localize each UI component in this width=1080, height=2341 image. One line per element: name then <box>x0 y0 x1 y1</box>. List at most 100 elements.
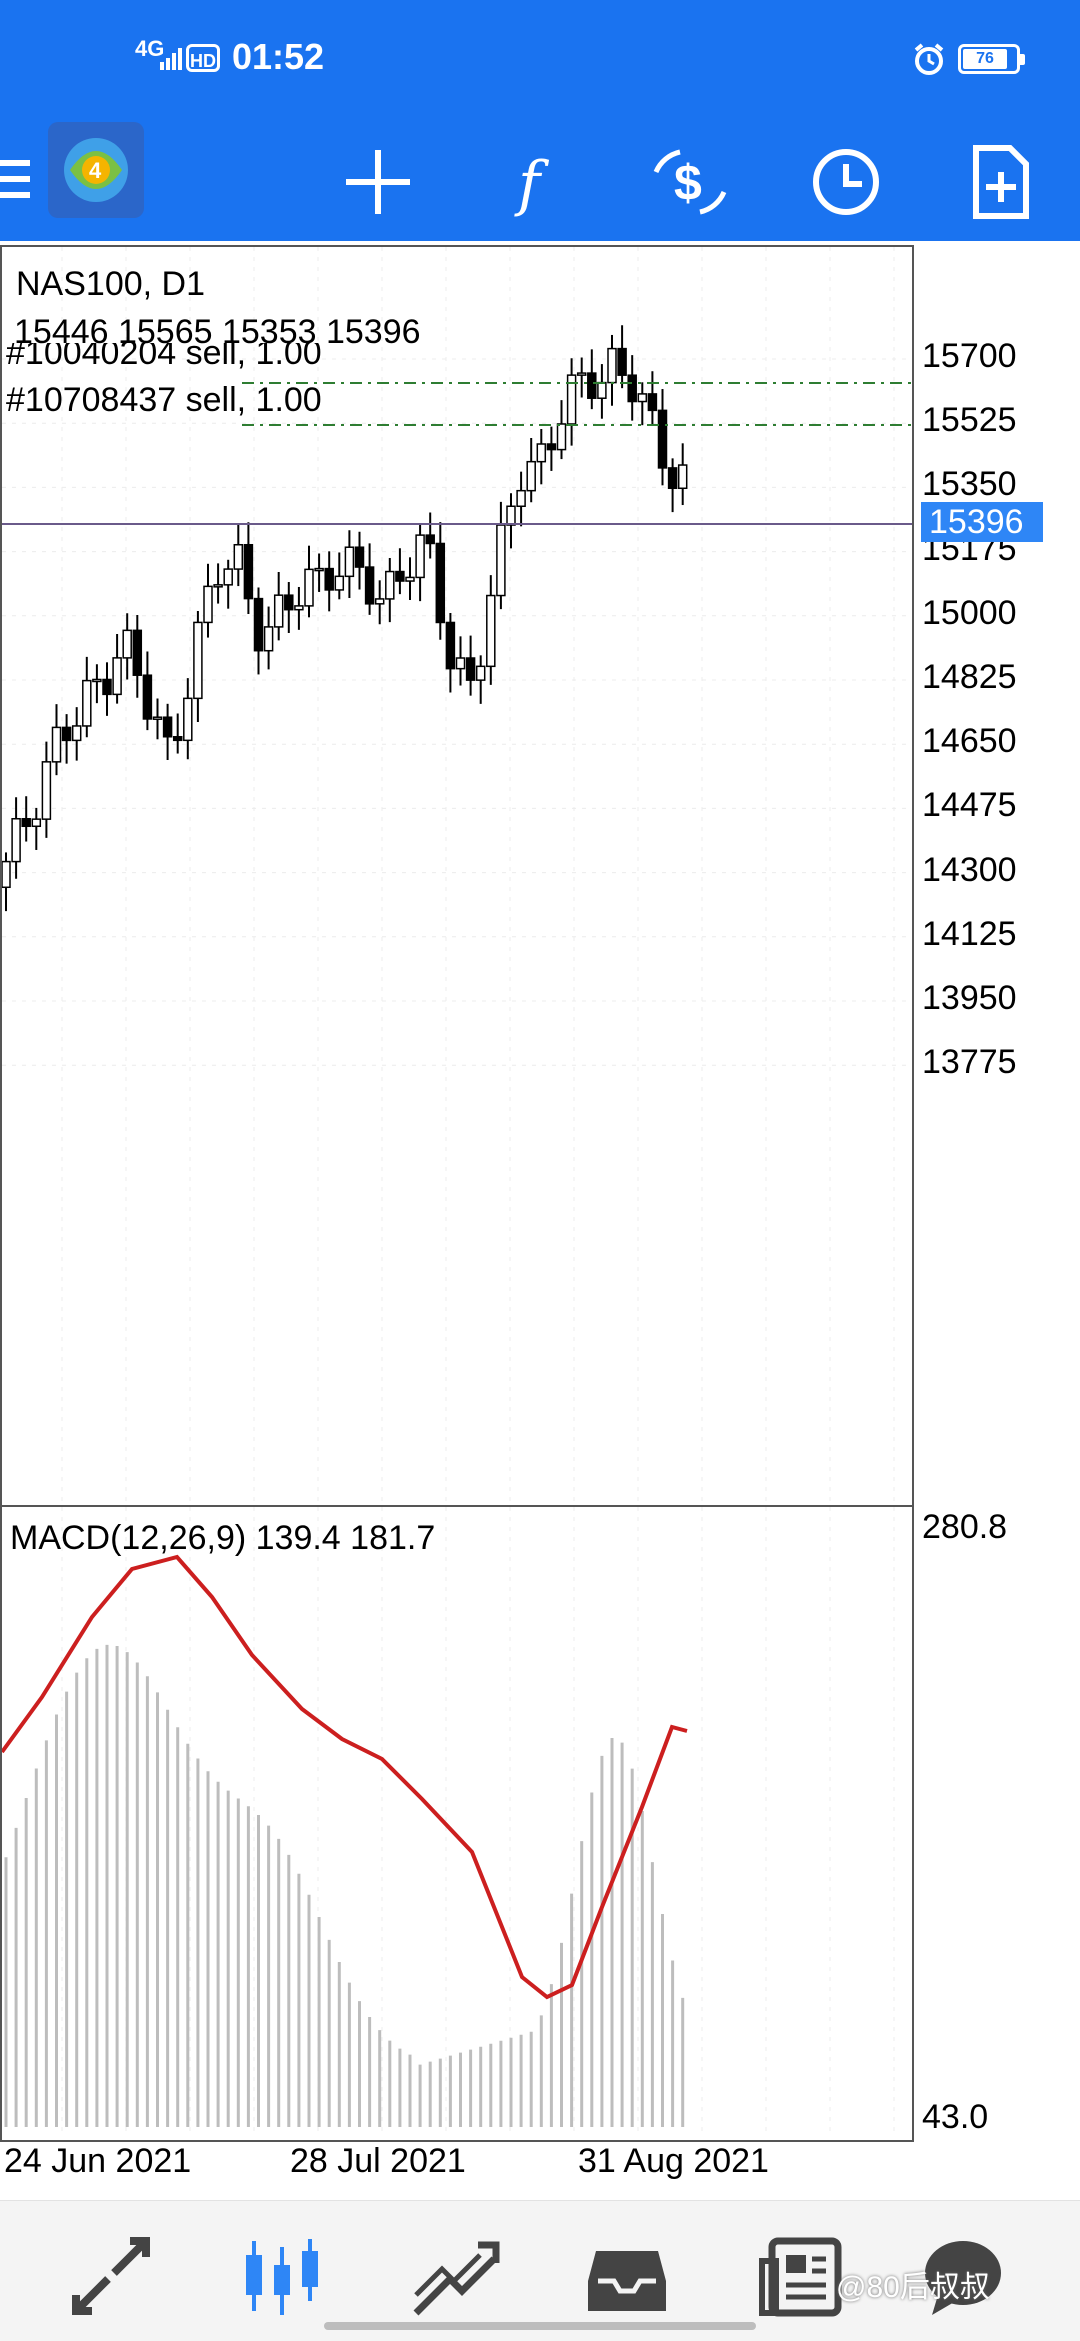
network-indicator: 4G <box>135 36 165 61</box>
new-order-icon[interactable] <box>960 142 1040 222</box>
bull-candle <box>112 657 122 696</box>
trade-icon[interactable] <box>410 2231 500 2321</box>
chat-icon[interactable] <box>918 2231 1008 2321</box>
bear-candle <box>354 546 365 568</box>
x-tick-2: 28 Jul 2021 <box>290 2142 466 2180</box>
bear-candle <box>284 594 294 611</box>
y-tick-label: 14475 <box>922 786 1017 825</box>
svg-text:$: $ <box>674 155 702 211</box>
bear-candle <box>647 393 658 412</box>
app-logo-icon[interactable]: 4 <box>48 122 144 218</box>
svg-text:f: f <box>514 149 550 219</box>
bull-candle <box>223 568 233 586</box>
battery-icon: 76 <box>958 44 1025 74</box>
bull-candle <box>677 464 688 490</box>
bear-candle <box>162 716 173 738</box>
bull-candle <box>344 546 355 578</box>
bull-candle <box>31 818 42 828</box>
bull-candle <box>486 594 496 668</box>
bear-candle <box>172 736 183 742</box>
bull-candle <box>415 534 425 579</box>
bull-candle <box>556 423 567 451</box>
macd-min-label: 43.0 <box>922 2098 989 2136</box>
bear-candle <box>324 567 334 591</box>
bull-candle <box>405 576 415 582</box>
bull-candle <box>122 629 132 659</box>
bull-candle <box>183 697 193 742</box>
home-indicator[interactable] <box>324 2322 756 2330</box>
bull-candle <box>506 505 516 526</box>
order-label-2: #10708437 sell, 1.00 <box>6 381 322 419</box>
chart-icon[interactable] <box>236 2231 326 2321</box>
quotes-icon[interactable] <box>66 2231 156 2321</box>
x-tick-1: 24 Jun 2021 <box>4 2142 192 2180</box>
watermark-text: @80后叔叔 <box>836 2271 990 2304</box>
bear-candle <box>617 347 627 376</box>
bull-candle <box>566 374 577 425</box>
bear-candle <box>465 657 476 681</box>
symbol-label: NAS100, D1 <box>16 265 205 303</box>
function-icon[interactable]: f <box>496 142 576 222</box>
bull-candle <box>263 626 274 652</box>
x-tick-3: 31 Aug 2021 <box>578 2142 769 2180</box>
macd-signal-line <box>2 1554 688 2000</box>
hd-badge: HD <box>186 44 220 72</box>
candlestick-plot <box>2 247 912 1507</box>
bear-candle <box>657 409 668 469</box>
battery-level: 76 <box>963 49 1007 69</box>
bull-candle <box>193 621 203 700</box>
price-chart[interactable]: NAS100, D1 15446 15565 15353 15396 #1004… <box>0 245 914 1507</box>
bull-candle <box>607 347 617 384</box>
bear-candle <box>102 678 112 696</box>
y-tick-label: 14125 <box>922 914 1017 953</box>
bear-candle <box>627 374 637 403</box>
ohlc-label: 15446 15565 15353 15396 <box>14 313 421 351</box>
bull-candle <box>334 575 345 591</box>
macd-plot <box>2 1507 895 2137</box>
status-bar: 4G HD 01:52 76 <box>0 0 1080 120</box>
bear-candle <box>61 726 72 742</box>
bull-candle <box>637 393 648 403</box>
y-tick-label: 13775 <box>922 1043 1017 1082</box>
bull-candle <box>41 761 52 820</box>
history-icon[interactable] <box>582 2231 672 2321</box>
bear-candle <box>425 534 435 545</box>
bear-candle <box>142 674 153 720</box>
bull-candle <box>11 818 21 863</box>
macd-panel[interactable]: MACD(12,26,9) 139.4 181.7 <box>0 1507 914 2142</box>
status-time: 01:52 <box>232 36 325 77</box>
bear-candle <box>587 372 597 399</box>
bear-candle <box>395 570 405 582</box>
bull-candle <box>203 585 213 624</box>
bull-candle <box>475 665 486 681</box>
bull-candle <box>294 605 304 611</box>
bull-candle <box>526 460 536 492</box>
timeframe-icon[interactable] <box>806 142 886 222</box>
y-tick-label: 14300 <box>922 850 1017 889</box>
bear-candle <box>445 621 456 670</box>
bull-candle <box>304 568 314 607</box>
y-tick-label: 13950 <box>922 979 1017 1017</box>
bull-candle <box>233 543 244 570</box>
trade-icon[interactable]: $ <box>650 142 730 222</box>
bear-candle <box>132 629 143 676</box>
bull-candle <box>213 584 223 588</box>
bear-candle <box>21 818 31 828</box>
crosshair-icon[interactable] <box>338 142 418 222</box>
svg-text:4: 4 <box>89 158 102 183</box>
y-tick-label: 15350 <box>922 465 1017 504</box>
signal-icon <box>160 48 182 70</box>
bear-candle <box>364 566 375 605</box>
bull-candle <box>51 726 62 763</box>
news-icon[interactable] <box>758 2231 848 2321</box>
menu-icon[interactable] <box>0 160 30 204</box>
bull-candle <box>536 443 547 463</box>
bottom-navigation <box>0 2200 1080 2341</box>
y-tick-label: 15000 <box>922 593 1017 632</box>
current-price-tag: 15396 <box>921 502 1043 542</box>
y-tick-label: 14825 <box>922 658 1017 696</box>
bull-candle <box>92 678 102 683</box>
top-app-bar: 4G HD 01:52 76 f $ <box>0 0 1080 241</box>
bull-candle <box>374 598 385 605</box>
chart-toolbar: f $ <box>0 120 1080 241</box>
